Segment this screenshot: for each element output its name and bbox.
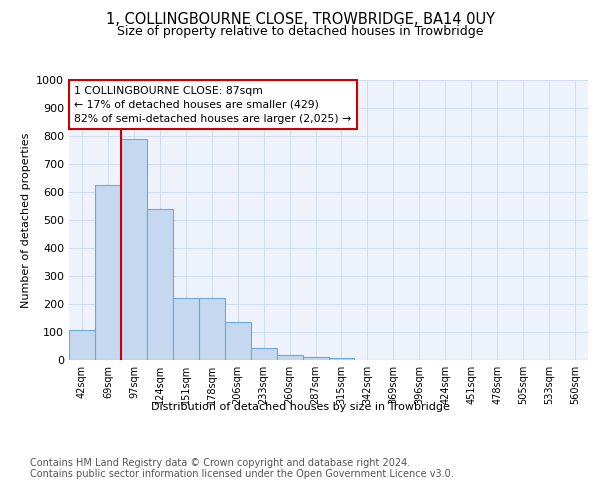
Bar bbox=[251, 348, 277, 360]
Bar bbox=[225, 322, 251, 360]
Bar bbox=[121, 139, 147, 360]
Text: Distribution of detached houses by size in Trowbridge: Distribution of detached houses by size … bbox=[151, 402, 449, 412]
Bar bbox=[302, 356, 329, 360]
Text: 1, COLLINGBOURNE CLOSE, TROWBRIDGE, BA14 0UY: 1, COLLINGBOURNE CLOSE, TROWBRIDGE, BA14… bbox=[106, 12, 494, 28]
Text: Size of property relative to detached houses in Trowbridge: Size of property relative to detached ho… bbox=[117, 25, 483, 38]
Bar bbox=[199, 298, 224, 360]
Bar bbox=[147, 208, 173, 360]
Bar bbox=[173, 298, 199, 360]
Bar bbox=[329, 358, 355, 360]
Bar bbox=[95, 184, 121, 360]
Y-axis label: Number of detached properties: Number of detached properties bbox=[20, 132, 31, 308]
Text: 1 COLLINGBOURNE CLOSE: 87sqm
← 17% of detached houses are smaller (429)
82% of s: 1 COLLINGBOURNE CLOSE: 87sqm ← 17% of de… bbox=[74, 86, 352, 124]
Bar bbox=[277, 354, 302, 360]
Bar bbox=[69, 330, 95, 360]
Text: Contains HM Land Registry data © Crown copyright and database right 2024.
Contai: Contains HM Land Registry data © Crown c… bbox=[30, 458, 454, 479]
